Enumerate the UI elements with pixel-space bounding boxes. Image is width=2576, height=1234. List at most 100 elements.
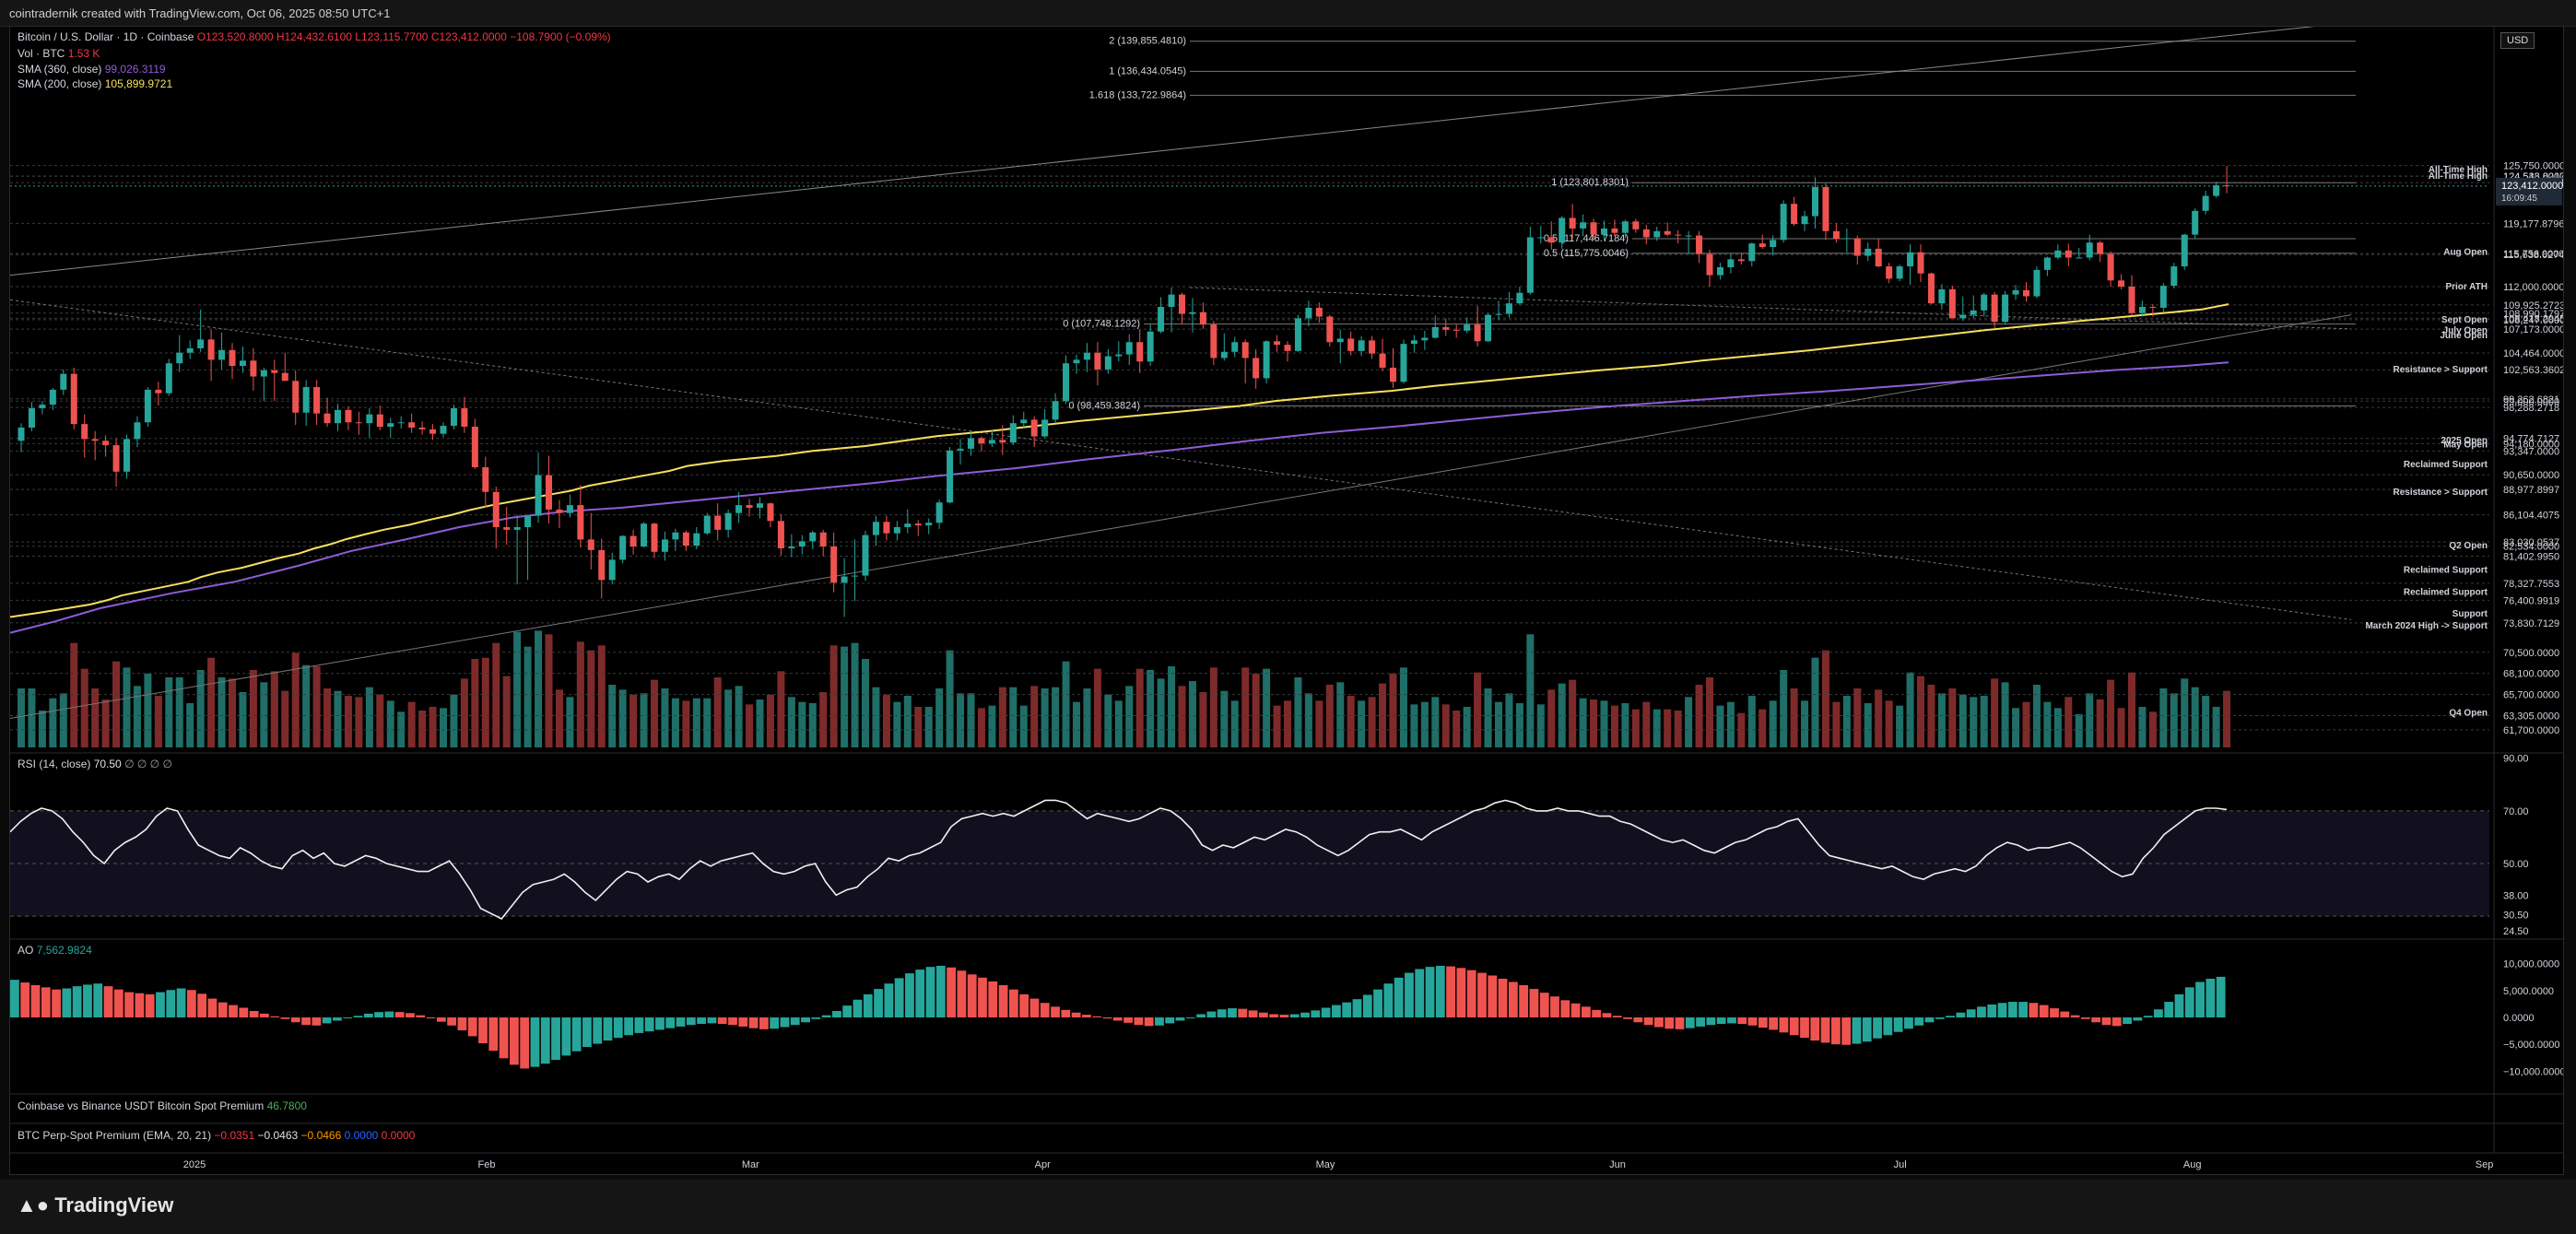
rsi-axis-label: 24.50: [2503, 926, 2529, 937]
ao-bar: [1716, 1017, 1726, 1024]
volume-bar: [1558, 683, 1566, 747]
ao-bar: [2133, 1017, 2143, 1021]
volume-bar: [2223, 690, 2231, 747]
ao-bar: [363, 1013, 373, 1017]
ao-bar: [947, 967, 957, 1017]
ao-bar: [1570, 1003, 1581, 1017]
volume-bar: [1948, 688, 1957, 747]
rsi-axis-label: 38.00: [2503, 890, 2529, 901]
ao-bar: [1082, 1015, 1091, 1017]
ao-bar: [1425, 967, 1435, 1017]
price-axis-label: 109,925.2723: [2503, 300, 2563, 311]
ao-bar: [1008, 989, 1018, 1017]
candle-body: [1453, 329, 1460, 331]
volume-bar: [1441, 704, 1450, 747]
ao-bar: [1508, 981, 1518, 1017]
ao-bar: [1643, 1017, 1653, 1026]
sma360-legend[interactable]: SMA (360, close) 99,026.3119: [18, 63, 166, 76]
price-axis-label: 94,180.0000: [2503, 439, 2559, 450]
candle-body: [440, 426, 447, 434]
volume-bar: [1263, 668, 1271, 747]
ao-bar: [978, 977, 987, 1017]
candle-body: [619, 535, 627, 560]
volume-bar: [1030, 686, 1039, 747]
ao-bar: [2070, 1015, 2080, 1017]
time-axis-label: Jun: [1609, 1159, 1626, 1170]
ao-bar: [1415, 969, 1425, 1017]
currency-button[interactable]: USD: [2500, 32, 2535, 49]
candle-body: [1115, 354, 1123, 357]
volume-bar: [1009, 687, 1017, 747]
ao-bar: [1779, 1017, 1789, 1033]
candle-body: [418, 427, 426, 429]
ao-bar: [1612, 1016, 1622, 1017]
volume-bar: [1241, 667, 1250, 747]
ao-bar: [1904, 1017, 1913, 1029]
candle-body: [1938, 288, 1946, 304]
ao-bar: [540, 1017, 550, 1064]
candle-body: [1547, 237, 1555, 243]
candle-body: [1559, 217, 1566, 243]
volume-legend[interactable]: Vol · BTC 1.53 K: [18, 47, 100, 60]
candle-body: [1896, 266, 1903, 279]
volume-bar: [640, 693, 648, 747]
ao-bar: [1893, 1017, 1903, 1032]
ao-legend[interactable]: AO 7,562.9824: [18, 944, 92, 957]
ao-bar: [2101, 1017, 2111, 1026]
candle-body: [165, 363, 172, 394]
volume-bar: [407, 701, 416, 747]
rsi-legend[interactable]: RSI (14, close) 70.50 ∅ ∅ ∅ ∅: [18, 758, 172, 770]
candle-body: [1104, 356, 1112, 370]
candle-body: [2192, 210, 2199, 235]
sma200-legend[interactable]: SMA (200, close) 105,899.9721: [18, 77, 172, 90]
candle-body: [577, 505, 584, 540]
candle-body: [2170, 266, 2178, 287]
ao-bar: [1102, 1017, 1112, 1019]
chart-svg[interactable]: 125,750.0000124,548.8217124,533.0000123,…: [9, 21, 2566, 1174]
ao-bar: [790, 1017, 800, 1026]
ao-bar: [1966, 1009, 1976, 1017]
candle-body: [2107, 253, 2114, 281]
price-axis-label: 98,288.2718: [2503, 403, 2559, 414]
ao-bar: [1248, 1010, 1258, 1017]
candle-body: [904, 523, 912, 528]
volume-bar: [766, 694, 774, 747]
candle-body: [239, 360, 246, 367]
candle-body: [429, 429, 437, 434]
candle-body: [1094, 352, 1101, 370]
ao-value: 7,562.9824: [36, 944, 92, 957]
volume-bar: [312, 666, 321, 747]
volume-bar: [502, 676, 511, 747]
candle-body: [1210, 324, 1217, 358]
candle-body: [1358, 340, 1365, 351]
ao-bar: [1675, 1017, 1685, 1029]
perp-legend[interactable]: BTC Perp-Spot Premium (EMA, 20, 21) −0.0…: [18, 1129, 415, 1142]
volume-bar: [1664, 709, 1672, 747]
ao-bar: [1623, 1017, 1632, 1019]
candle-body: [1390, 367, 1396, 382]
chart-container[interactable]: 125,750.0000124,548.8217124,533.0000123,…: [9, 21, 2566, 1175]
ao-bar: [894, 978, 904, 1017]
level-annotation: Reclaimed Support: [2404, 587, 2488, 597]
ao-axis-label: 5,000.0000: [2503, 986, 2554, 997]
brand-name: TradingView: [54, 1193, 174, 1216]
premium-legend[interactable]: Coinbase vs Binance USDT Bitcoin Spot Pr…: [18, 1099, 307, 1112]
ao-bar: [915, 970, 925, 1017]
candle-body: [1315, 307, 1323, 317]
ao-bar: [1321, 1007, 1331, 1017]
ao-bar: [2205, 979, 2216, 1017]
candle-body: [1136, 342, 1144, 362]
volume-bar: [1917, 676, 1924, 747]
ao-axis-label: −5,000.0000: [2503, 1040, 2559, 1051]
price-axis-label: 76,400.9919: [2503, 595, 2559, 606]
volume-bar: [1420, 701, 1429, 747]
candle-body: [757, 503, 763, 508]
ao-bar: [1373, 989, 1382, 1017]
ao-bar: [748, 1017, 759, 1028]
ao-bar: [1352, 999, 1362, 1017]
ao-bar: [1217, 1009, 1227, 1017]
volume-bar: [1685, 697, 1693, 747]
volume-bar: [535, 630, 543, 747]
candle-body: [1611, 228, 1618, 233]
candle-body: [1189, 311, 1196, 314]
